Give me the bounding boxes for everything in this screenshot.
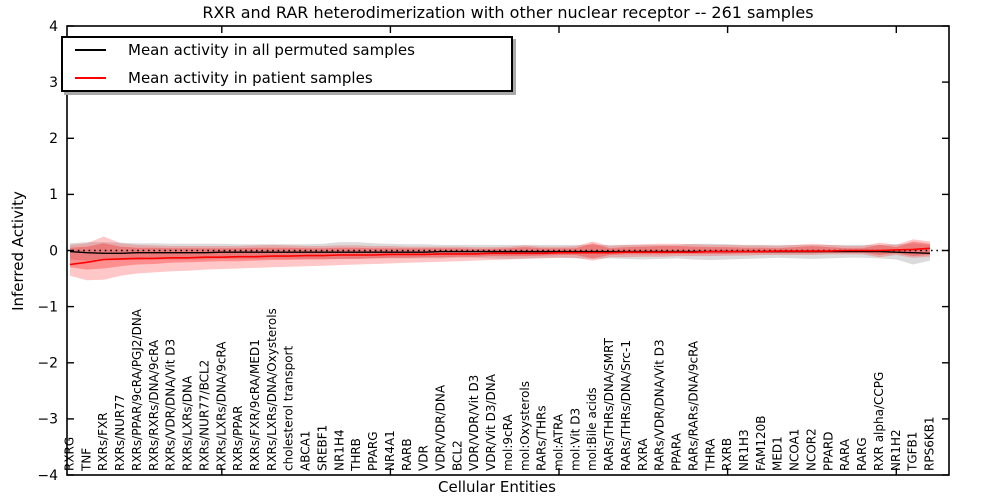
x-tick-label: VDR/Vit D3/DNA — [484, 373, 498, 471]
x-axis-title: Cellular Entities — [438, 478, 556, 496]
x-tick-label: PPARA — [670, 432, 684, 471]
x-tick-label: NCOR2 — [805, 428, 819, 471]
x-tick-label: NR1H2 — [889, 429, 903, 471]
x-tick-label: RARB — [400, 438, 414, 471]
y-tick-label: −3 — [37, 412, 58, 428]
y-tick-label: 1 — [49, 187, 58, 203]
x-tick-label: RXRs/FXR — [96, 412, 110, 471]
legend-label: Mean activity in patient samples — [128, 69, 373, 87]
legend: Mean activity in all permuted samples Me… — [61, 36, 513, 92]
x-tick-label: THRA — [703, 438, 717, 472]
y-tick-label: 2 — [49, 131, 58, 147]
x-tick-label: BCL2 — [450, 440, 464, 471]
x-tick-label: NR1H4 — [332, 429, 346, 471]
x-tick-label: RARs/RARs/DNA/9cRA — [686, 340, 700, 471]
y-axis-title: Inferred Activity — [9, 191, 27, 311]
chart-title: RXR and RAR heterodimerization with othe… — [202, 3, 814, 22]
x-tick-label: cholesterol transport — [282, 345, 296, 471]
x-tick-label: RXRs/NUR77/BCL2 — [197, 360, 211, 471]
x-tick-label: ABCA1 — [299, 431, 313, 471]
y-tick-label: −1 — [37, 299, 58, 315]
x-tick-label: PPARG — [366, 431, 380, 471]
band-patient-samples-range-inner — [70, 241, 930, 270]
x-tick-label: RXRB — [720, 438, 734, 471]
x-tick-label: RXRs/VDR/DNA/Vit D3 — [164, 339, 178, 471]
x-tick-label: VDR/VDR/Vit D3 — [467, 375, 481, 471]
x-tick-label: MED1 — [771, 436, 785, 471]
y-tick-label: 3 — [49, 75, 58, 91]
x-tick-label: NR4A1 — [383, 430, 397, 471]
x-tick-label: NCOA1 — [788, 429, 802, 471]
x-tick-label: RXRs/RXRs/DNA/9cRA — [147, 339, 161, 471]
x-tick-label: mol:9cRA — [501, 414, 515, 471]
x-tick-label: RXRs/LXRs/DNA/Oxysterols — [265, 308, 279, 471]
x-tick-label: RXRs/LXRs/DNA/9cRA — [214, 341, 228, 471]
x-tick-label: mol:ATRA — [552, 413, 566, 471]
x-tick-label: RXRG — [63, 437, 77, 471]
y-tick-label: 4 — [49, 19, 58, 35]
x-tick-label: TGFB1 — [906, 432, 920, 472]
x-tick-label: RXRs/PPAR — [231, 406, 245, 471]
x-tick-label: THRB — [349, 438, 363, 472]
x-tick-label: RARs/VDR/DNA/Vit D3 — [653, 339, 667, 471]
x-tick-label: RXRs/LXRs/DNA — [181, 375, 195, 471]
y-tick-label: −2 — [37, 356, 58, 372]
series-line-patient — [69, 247, 931, 266]
x-tick-label: RARs/THRs/DNA/SMRT — [602, 337, 616, 471]
x-tick-label: RARs/THRs — [535, 405, 549, 471]
x-tick-label: PPARD — [821, 432, 835, 472]
legend-line-sample-red — [75, 77, 106, 79]
x-tick-label: NR1H3 — [737, 429, 751, 471]
band-patient-samples-range-outer — [70, 236, 930, 281]
x-tick-label: RXRs/NUR77 — [113, 394, 127, 471]
x-tick-label: VDR — [417, 445, 431, 471]
x-tick-label: FAM120B — [754, 416, 768, 472]
y-tick-label: −4 — [37, 468, 58, 484]
x-tick-label: mol:Oxysterols — [518, 381, 532, 471]
x-tick-label: mol:Vit D3 — [568, 408, 582, 471]
x-tick-label: RXRA — [636, 438, 650, 471]
legend-item-patient: Mean activity in patient samples — [75, 66, 511, 90]
y-tick-label: 0 — [49, 243, 58, 259]
x-tick-label: RARA — [838, 438, 852, 471]
legend-label: Mean activity in all permuted samples — [128, 41, 415, 59]
x-tick-label: VDR/VDR/DNA — [434, 384, 448, 471]
x-tick-label: TNF — [79, 448, 93, 472]
x-tick-label: RARG — [855, 437, 869, 471]
x-tick-label: RXRs/FXR/9cRA/MED1 — [248, 339, 262, 471]
legend-line-sample-black — [75, 49, 106, 51]
x-tick-label: RPS6KB1 — [923, 416, 937, 471]
x-tick-label: mol:Bile acids — [585, 387, 599, 471]
x-tick-label: RXRs/PPAR/9cRA/PGJ2/DNA — [130, 308, 144, 471]
x-tick-label: RXR alpha/CCPG — [872, 372, 886, 471]
legend-item-permuted: Mean activity in all permuted samples — [75, 38, 511, 62]
x-tick-label: RARs/THRs/DNA/Src-1 — [619, 340, 633, 471]
x-tick-label: SREBF1 — [315, 425, 329, 471]
